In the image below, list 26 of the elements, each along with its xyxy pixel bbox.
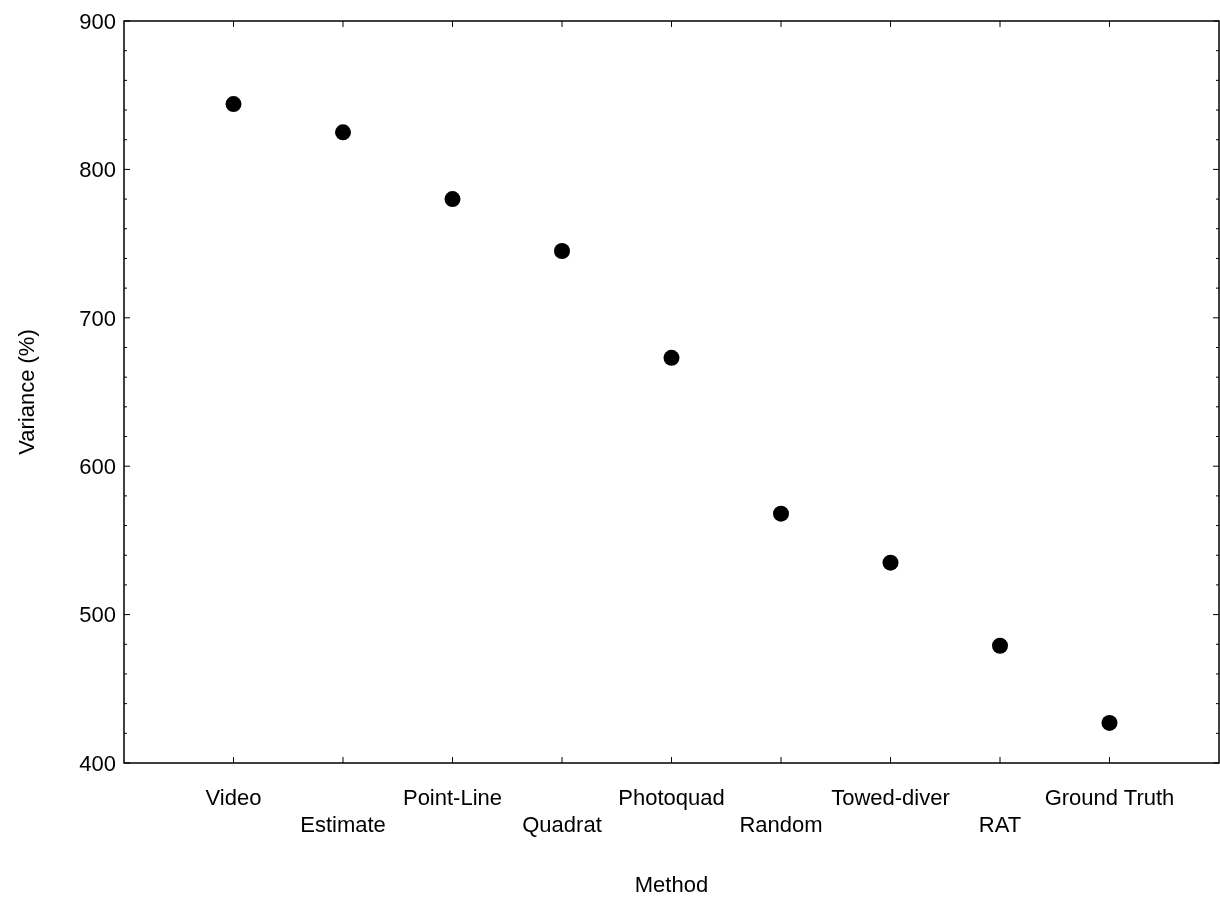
y-axis-title: Variance (%)	[14, 329, 39, 455]
y-tick-label: 500	[79, 602, 116, 628]
y-tick-label: 400	[79, 750, 116, 776]
y-tick-label: 800	[79, 157, 116, 183]
x-tick-label: Quadrat	[522, 812, 602, 837]
point	[335, 124, 351, 141]
x-axis-title: Method	[634, 872, 709, 897]
x-tick-label: Estimate	[300, 812, 386, 837]
y-tick-label: 600	[79, 453, 116, 479]
x-tick-label: Towed-diver	[831, 785, 950, 810]
y-tick-label: 700	[79, 305, 116, 331]
point	[1101, 714, 1118, 731]
point	[444, 191, 461, 208]
point	[882, 554, 899, 571]
point	[554, 243, 570, 260]
x-tick-label: Ground Truth	[1044, 785, 1175, 810]
point	[663, 349, 680, 366]
y-tick-label: 900	[79, 8, 116, 34]
point	[992, 637, 1008, 654]
point	[773, 505, 789, 522]
x-tick-label: Point-Line	[402, 785, 503, 810]
point	[225, 96, 242, 113]
x-tick-label: RAT	[978, 812, 1022, 837]
x-tick-label: Video	[205, 785, 262, 810]
x-tick-label: Photoquad	[618, 785, 725, 810]
x-tick-label: Random	[739, 812, 823, 837]
